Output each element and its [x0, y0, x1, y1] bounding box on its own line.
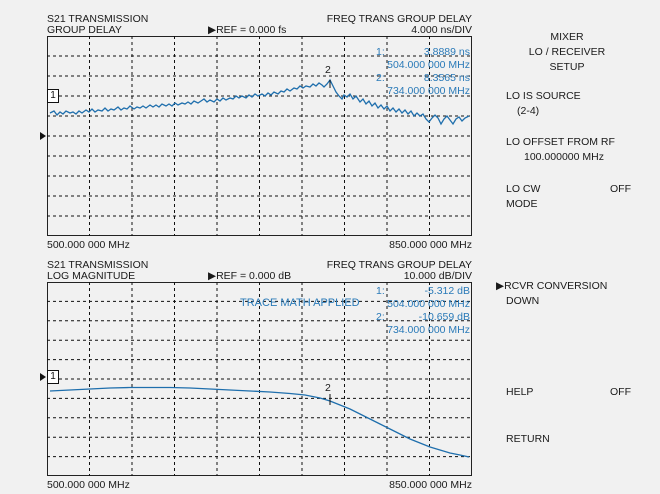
- bottom-marker2-flag: 2: [325, 382, 331, 394]
- softkey-help-state: OFF: [610, 386, 631, 398]
- softkey-lo-offset-value: 100.000000 MHz: [524, 151, 604, 163]
- bottom-stop-freq: 850.000 000 MHz: [389, 479, 472, 491]
- bottom-ref-value: ▶REF = 0.000 dB: [208, 270, 292, 282]
- softkey-return-label: RETURN: [506, 433, 550, 445]
- top-title-line2: GROUP DELAY: [47, 24, 122, 36]
- top-m2-label: 2:: [376, 72, 385, 84]
- top-m2-freq: 734.000 000 MHz: [387, 85, 470, 97]
- top-m2-value: 8.3565 ns: [423, 72, 470, 84]
- softkey-lo-cw-state: OFF: [610, 183, 631, 195]
- bottom-scale: 10.000 dB/DIV: [403, 270, 472, 282]
- top-reference-arrow: [40, 132, 46, 140]
- top-m1-freq: 504.000 000 MHz: [387, 59, 470, 71]
- softkey-lo-source-value: (2-4): [517, 105, 540, 117]
- top-m1-label: 1:: [376, 46, 385, 58]
- bottom-reference-arrow: [40, 373, 46, 381]
- bottom-format: FREQ TRANS GROUP DELAY: [326, 259, 472, 271]
- bottom-m1-value: -5.312 dB: [424, 285, 470, 297]
- bottom-m1-freq: 504.000 000 MHz: [387, 298, 470, 310]
- top-marker1-box: 1: [47, 89, 59, 103]
- top-stop-freq: 850.000 000 MHz: [389, 239, 472, 251]
- softkey-rcvr-label: ▶RCVR CONVERSION: [496, 280, 608, 292]
- bottom-start-freq: 500.000 000 MHz: [47, 479, 130, 491]
- trace-math-applied: TRACE MATH APPLIED: [240, 297, 360, 309]
- softkey-lo-source-label: LO IS SOURCE: [506, 90, 581, 102]
- bottom-grid-lines: [47, 282, 472, 476]
- bottom-m2-value: -10.659 dB: [418, 311, 470, 323]
- menu-title-line3: SETUP: [549, 61, 585, 73]
- softkey-lo-offset-label: LO OFFSET FROM RF: [506, 136, 615, 148]
- top-marker2-flag: 2: [325, 64, 331, 76]
- top-format: FREQ TRANS GROUP DELAY: [326, 13, 472, 25]
- softkey-lo-cw-label: LO CW: [506, 183, 541, 195]
- top-trace: [49, 78, 470, 126]
- bottom-marker1-box: 1: [47, 370, 59, 384]
- softkey-lo-cw-label2: MODE: [506, 198, 538, 210]
- menu-title-line1: MIXER: [550, 31, 584, 43]
- bottom-m1-label: 1:: [376, 285, 385, 297]
- bottom-m2-label: 2:: [376, 311, 385, 323]
- bottom-trace: [49, 386, 470, 458]
- softkey-rcvr-label-text: RCVR CONVERSION: [504, 280, 608, 292]
- softkey-help-label: HELP: [506, 386, 534, 398]
- top-start-freq: 500.000 000 MHz: [47, 239, 130, 251]
- top-scale: 4.000 ns/DIV: [411, 24, 472, 36]
- bottom-m2-freq: 734.000 000 MHz: [387, 324, 470, 336]
- top-title-line1: S21 TRANSMISSION: [47, 13, 149, 25]
- top-m1-value: 3.8889 ns: [423, 46, 470, 58]
- top-ref-value: ▶REF = 0.000 fs: [208, 24, 287, 36]
- bottom-title-line2: LOG MAGNITUDE: [47, 270, 136, 282]
- menu-title-line2: LO / RECEIVER: [528, 46, 606, 58]
- top-ref-text: REF = 0.000 fs: [216, 24, 287, 36]
- bottom-title-line1: S21 TRANSMISSION: [47, 259, 149, 271]
- bottom-ref-text: REF = 0.000 dB: [216, 270, 292, 282]
- top-grid-lines: [47, 36, 472, 236]
- softkey-rcvr-value: DOWN: [506, 295, 540, 307]
